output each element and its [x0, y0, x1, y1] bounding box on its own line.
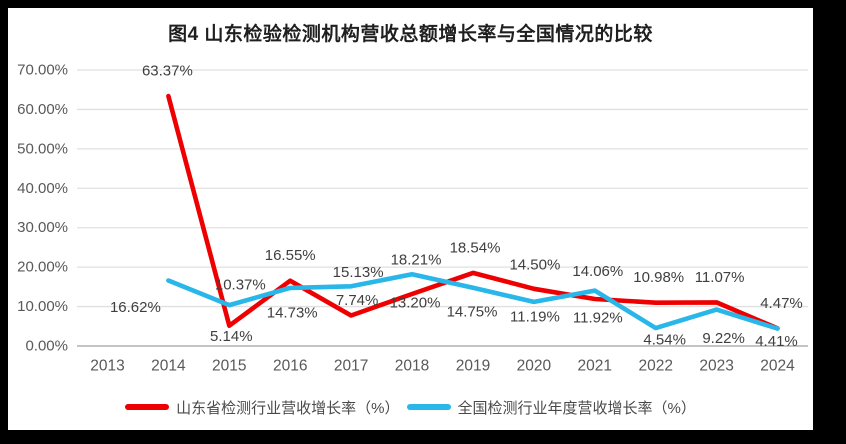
shandong-data-label: 63.37% — [142, 63, 193, 80]
national-series-label: 全国检测行业年度营收增长率（%） — [457, 399, 696, 417]
legend: 山东省检测行业营收增长率（%） 全国检测行业年度营收增长率（%） — [8, 397, 813, 417]
x-axis-year-label: 2019 — [456, 358, 490, 375]
national-data-label: 4.54% — [643, 332, 686, 349]
chart-title: 图4 山东检验检测机构营收总额增长率与全国情况的比较 — [168, 24, 653, 45]
shandong-series-swatch-icon — [125, 404, 170, 410]
shandong-data-label: 4.47% — [760, 295, 803, 312]
x-axis-year-label: 2024 — [760, 358, 795, 375]
national-data-label: 14.75% — [447, 303, 498, 320]
x-axis-year-label: 2017 — [334, 358, 368, 375]
y-axis-tick-label: 0.00% — [25, 338, 68, 355]
national-series-line — [166, 271, 780, 331]
x-axis-year-label: 2013 — [90, 358, 124, 375]
shandong-series-label: 山东省检测行业营收增长率（%） — [176, 399, 400, 417]
national-data-label: 14.06% — [572, 263, 623, 280]
national-data-label: 14.73% — [267, 304, 318, 321]
shandong-data-label: 5.14% — [210, 328, 253, 345]
y-axis-tick-label: 30.00% — [17, 219, 68, 236]
x-axis-year-label: 2023 — [699, 358, 733, 375]
shandong-data-label: 13.20% — [390, 295, 441, 312]
y-axis-tick-label: 60.00% — [17, 101, 68, 118]
shandong-data-label: 14.50% — [509, 256, 560, 273]
x-axis-year-label: 2018 — [395, 358, 429, 375]
national-data-label: 9.22% — [702, 330, 745, 347]
y-axis-tick-label: 10.00% — [17, 298, 68, 315]
y-axis-tick-label: 50.00% — [17, 140, 68, 157]
national-data-label: 4.41% — [755, 333, 798, 350]
x-axis-year-label: 2021 — [578, 358, 612, 375]
national-series-swatch-icon — [406, 404, 451, 410]
national-data-label: 10.37% — [215, 277, 266, 294]
x-axis-year-label: 2020 — [517, 358, 552, 375]
national-data-label: 16.62% — [110, 299, 161, 316]
shandong-data-label: 11.07% — [695, 269, 745, 286]
x-axis-year-label: 2014 — [151, 358, 186, 375]
shandong-data-label: 18.54% — [450, 239, 501, 256]
x-axis-year-label: 2016 — [273, 358, 307, 375]
legend-item-shandong: 山东省检测行业营收增长率（%） — [125, 397, 400, 418]
national-data-label: 18.21% — [391, 252, 442, 269]
chart-panel: 图4 山东检验检测机构营收总额增长率与全国情况的比较 0.00% 10.00% 20… — [8, 8, 813, 430]
y-axis-tick-label: 40.00% — [17, 180, 68, 197]
shandong-data-label: 11.92% — [573, 310, 623, 327]
line-chart: 0.00% 10.00% 20.00% 30.00% 40.00% 50.00% 60.00… — [17, 62, 808, 375]
x-axis-year-label: 2022 — [638, 358, 672, 375]
shandong-data-label: 10.98% — [633, 269, 684, 286]
legend-item-national: 全国检测行业年度营收增长率（%） — [406, 397, 696, 418]
shandong-data-label: 7.74% — [336, 292, 379, 309]
national-data-label: 15.13% — [333, 264, 384, 281]
y-axis-tick-label: 20.00% — [17, 259, 68, 276]
x-axis-year-label: 2015 — [212, 358, 246, 375]
y-axis-tick-label: 70.00% — [17, 62, 68, 79]
national-data-label: 11.19% — [510, 308, 560, 325]
shandong-data-label: 16.55% — [265, 247, 316, 264]
